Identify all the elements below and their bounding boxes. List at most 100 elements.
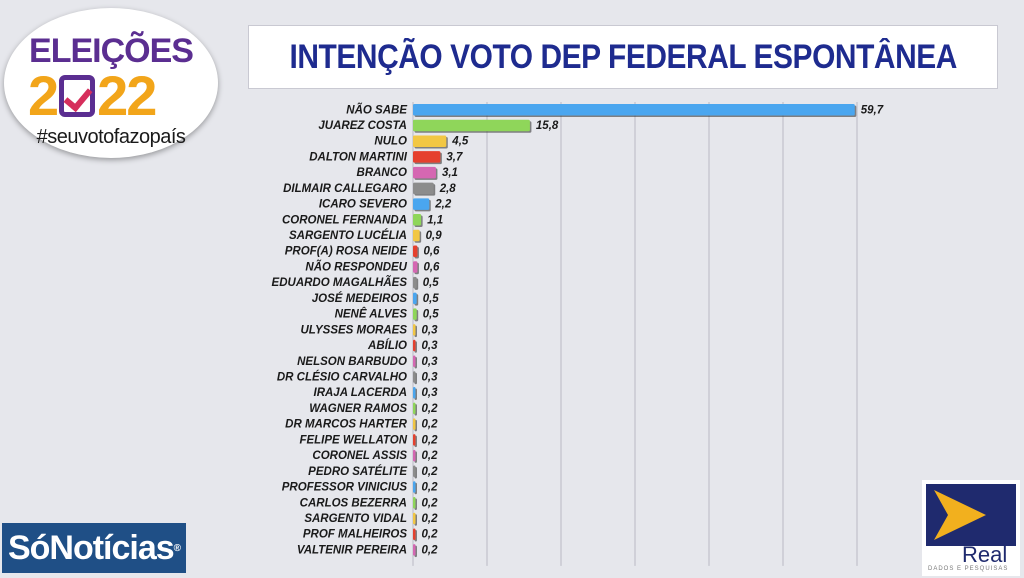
bar bbox=[413, 166, 436, 179]
category-label: NULO bbox=[374, 136, 407, 148]
bar bbox=[413, 512, 416, 525]
bar bbox=[413, 434, 416, 446]
value-label: 0,5 bbox=[423, 293, 440, 305]
category-label: EDUARDO MAGALHÃES bbox=[272, 276, 408, 289]
bar bbox=[413, 229, 420, 242]
value-label: 0,2 bbox=[422, 482, 439, 494]
value-label: 0,2 bbox=[422, 544, 439, 556]
category-label: JOSÉ MEDEIROS bbox=[312, 292, 408, 305]
category-label: JUAREZ COSTA bbox=[318, 120, 407, 132]
bar bbox=[413, 339, 416, 352]
category-label: DR MARCOS HARTER bbox=[285, 419, 408, 431]
category-label: IRAJA LACERDA bbox=[314, 387, 408, 399]
chart-title-box: INTENÇÃO VOTO DEP FEDERAL ESPONTÂNEA bbox=[248, 25, 998, 89]
category-label: ULYSSES MORAES bbox=[301, 324, 408, 336]
category-label: DALTON MARTINI bbox=[309, 151, 408, 163]
bar bbox=[413, 198, 430, 210]
category-label: PROF(A) ROSA NEIDE bbox=[285, 246, 408, 258]
bar bbox=[413, 355, 416, 368]
value-label: 0,3 bbox=[422, 340, 439, 352]
value-label: 2,2 bbox=[434, 199, 452, 211]
bar bbox=[413, 119, 530, 132]
bar bbox=[413, 371, 416, 383]
value-label: 0,2 bbox=[422, 466, 439, 478]
value-label: 0,2 bbox=[422, 529, 439, 541]
value-label: 0,9 bbox=[426, 230, 443, 242]
value-label: 0,3 bbox=[422, 371, 439, 383]
real-research-logo: Real DADOS E PESQUISAS bbox=[922, 480, 1020, 576]
value-label: 0,2 bbox=[422, 434, 439, 446]
category-label: BRANCO bbox=[357, 167, 408, 179]
value-label: 0,5 bbox=[423, 309, 440, 321]
bar bbox=[413, 214, 422, 226]
category-label: NENÊ ALVES bbox=[335, 308, 408, 321]
bar bbox=[413, 245, 418, 257]
value-label: 1,1 bbox=[427, 214, 443, 226]
logo-tagline: #seuvotofazopaís bbox=[36, 126, 186, 148]
bar bbox=[413, 276, 417, 289]
value-label: 0,3 bbox=[422, 324, 439, 336]
value-label: 0,6 bbox=[423, 246, 440, 258]
category-label: DILMAIR CALLEGARO bbox=[283, 183, 407, 195]
logo-year: 2 22 bbox=[28, 64, 157, 127]
category-label: PROF MALHEIROS bbox=[303, 529, 407, 541]
bar bbox=[413, 402, 416, 415]
category-label: NÃO RESPONDEU bbox=[305, 260, 407, 273]
real-arrow-icon bbox=[926, 484, 1016, 546]
value-label: 4,5 bbox=[451, 136, 469, 148]
bar bbox=[413, 182, 434, 195]
category-label: CORONEL ASSIS bbox=[312, 450, 407, 462]
bar bbox=[413, 324, 416, 336]
real-name: Real bbox=[962, 542, 1008, 567]
category-label: FELIPE WELLATON bbox=[299, 434, 407, 446]
category-label: CORONEL FERNANDA bbox=[282, 214, 407, 226]
bar bbox=[413, 449, 416, 462]
value-label: 2,8 bbox=[439, 183, 457, 195]
bar bbox=[413, 308, 417, 320]
category-label: WAGNER RAMOS bbox=[309, 403, 407, 415]
category-label: CARLOS BEZERRA bbox=[300, 497, 407, 509]
category-label: VALTENIR PEREIRA bbox=[297, 544, 407, 556]
ballot-check-icon bbox=[59, 75, 96, 117]
category-label: ABÍLIO bbox=[367, 339, 407, 352]
value-label: 0,2 bbox=[422, 419, 439, 431]
bar bbox=[413, 497, 416, 509]
category-label: PEDRO SATÉLITE bbox=[308, 465, 407, 478]
bar bbox=[413, 151, 441, 163]
category-label: SARGENTO VIDAL bbox=[304, 513, 407, 525]
value-label: 0,2 bbox=[422, 497, 439, 509]
chart-title: INTENÇÃO VOTO DEP FEDERAL ESPONTÂNEA bbox=[289, 37, 957, 76]
category-label: SARGENTO LUCÉLIA bbox=[289, 229, 407, 242]
real-subtitle: DADOS E PESQUISAS bbox=[928, 566, 1009, 572]
elections-2022-logo: ELEIÇÕES 2 22 #seuvotofazopaís bbox=[4, 8, 218, 158]
value-label: 0,2 bbox=[422, 513, 439, 525]
value-label: 0,5 bbox=[423, 277, 440, 289]
value-label: 59,7 bbox=[861, 104, 884, 116]
value-label: 3,7 bbox=[446, 151, 463, 163]
value-label: 0,2 bbox=[422, 403, 439, 415]
value-label: 3,1 bbox=[442, 167, 458, 179]
category-label: PROFESSOR VINICIUS bbox=[282, 482, 408, 494]
bar bbox=[413, 104, 855, 116]
value-label: 0,3 bbox=[422, 387, 439, 399]
bar bbox=[413, 528, 416, 540]
value-label: 0,6 bbox=[423, 261, 440, 273]
bar bbox=[413, 481, 416, 493]
category-label: DR CLÉSIO CARVALHO bbox=[277, 370, 407, 383]
bar bbox=[413, 261, 418, 273]
category-label: ICARO SEVERO bbox=[319, 199, 407, 211]
logo-line1: ELEIÇÕES bbox=[29, 32, 194, 70]
value-label: 0,3 bbox=[422, 356, 439, 368]
bar bbox=[413, 292, 417, 305]
category-label: NÃO SABE bbox=[346, 103, 407, 116]
value-label: 0,2 bbox=[422, 450, 439, 462]
sonoticias-logo: SóNotícias ® bbox=[2, 523, 186, 573]
bar bbox=[413, 135, 447, 147]
bar bbox=[413, 465, 416, 478]
bar bbox=[413, 386, 416, 399]
category-label: NELSON BARBUDO bbox=[297, 356, 407, 368]
bar bbox=[413, 418, 416, 430]
value-label: 15,8 bbox=[536, 120, 559, 132]
bar bbox=[413, 544, 416, 556]
